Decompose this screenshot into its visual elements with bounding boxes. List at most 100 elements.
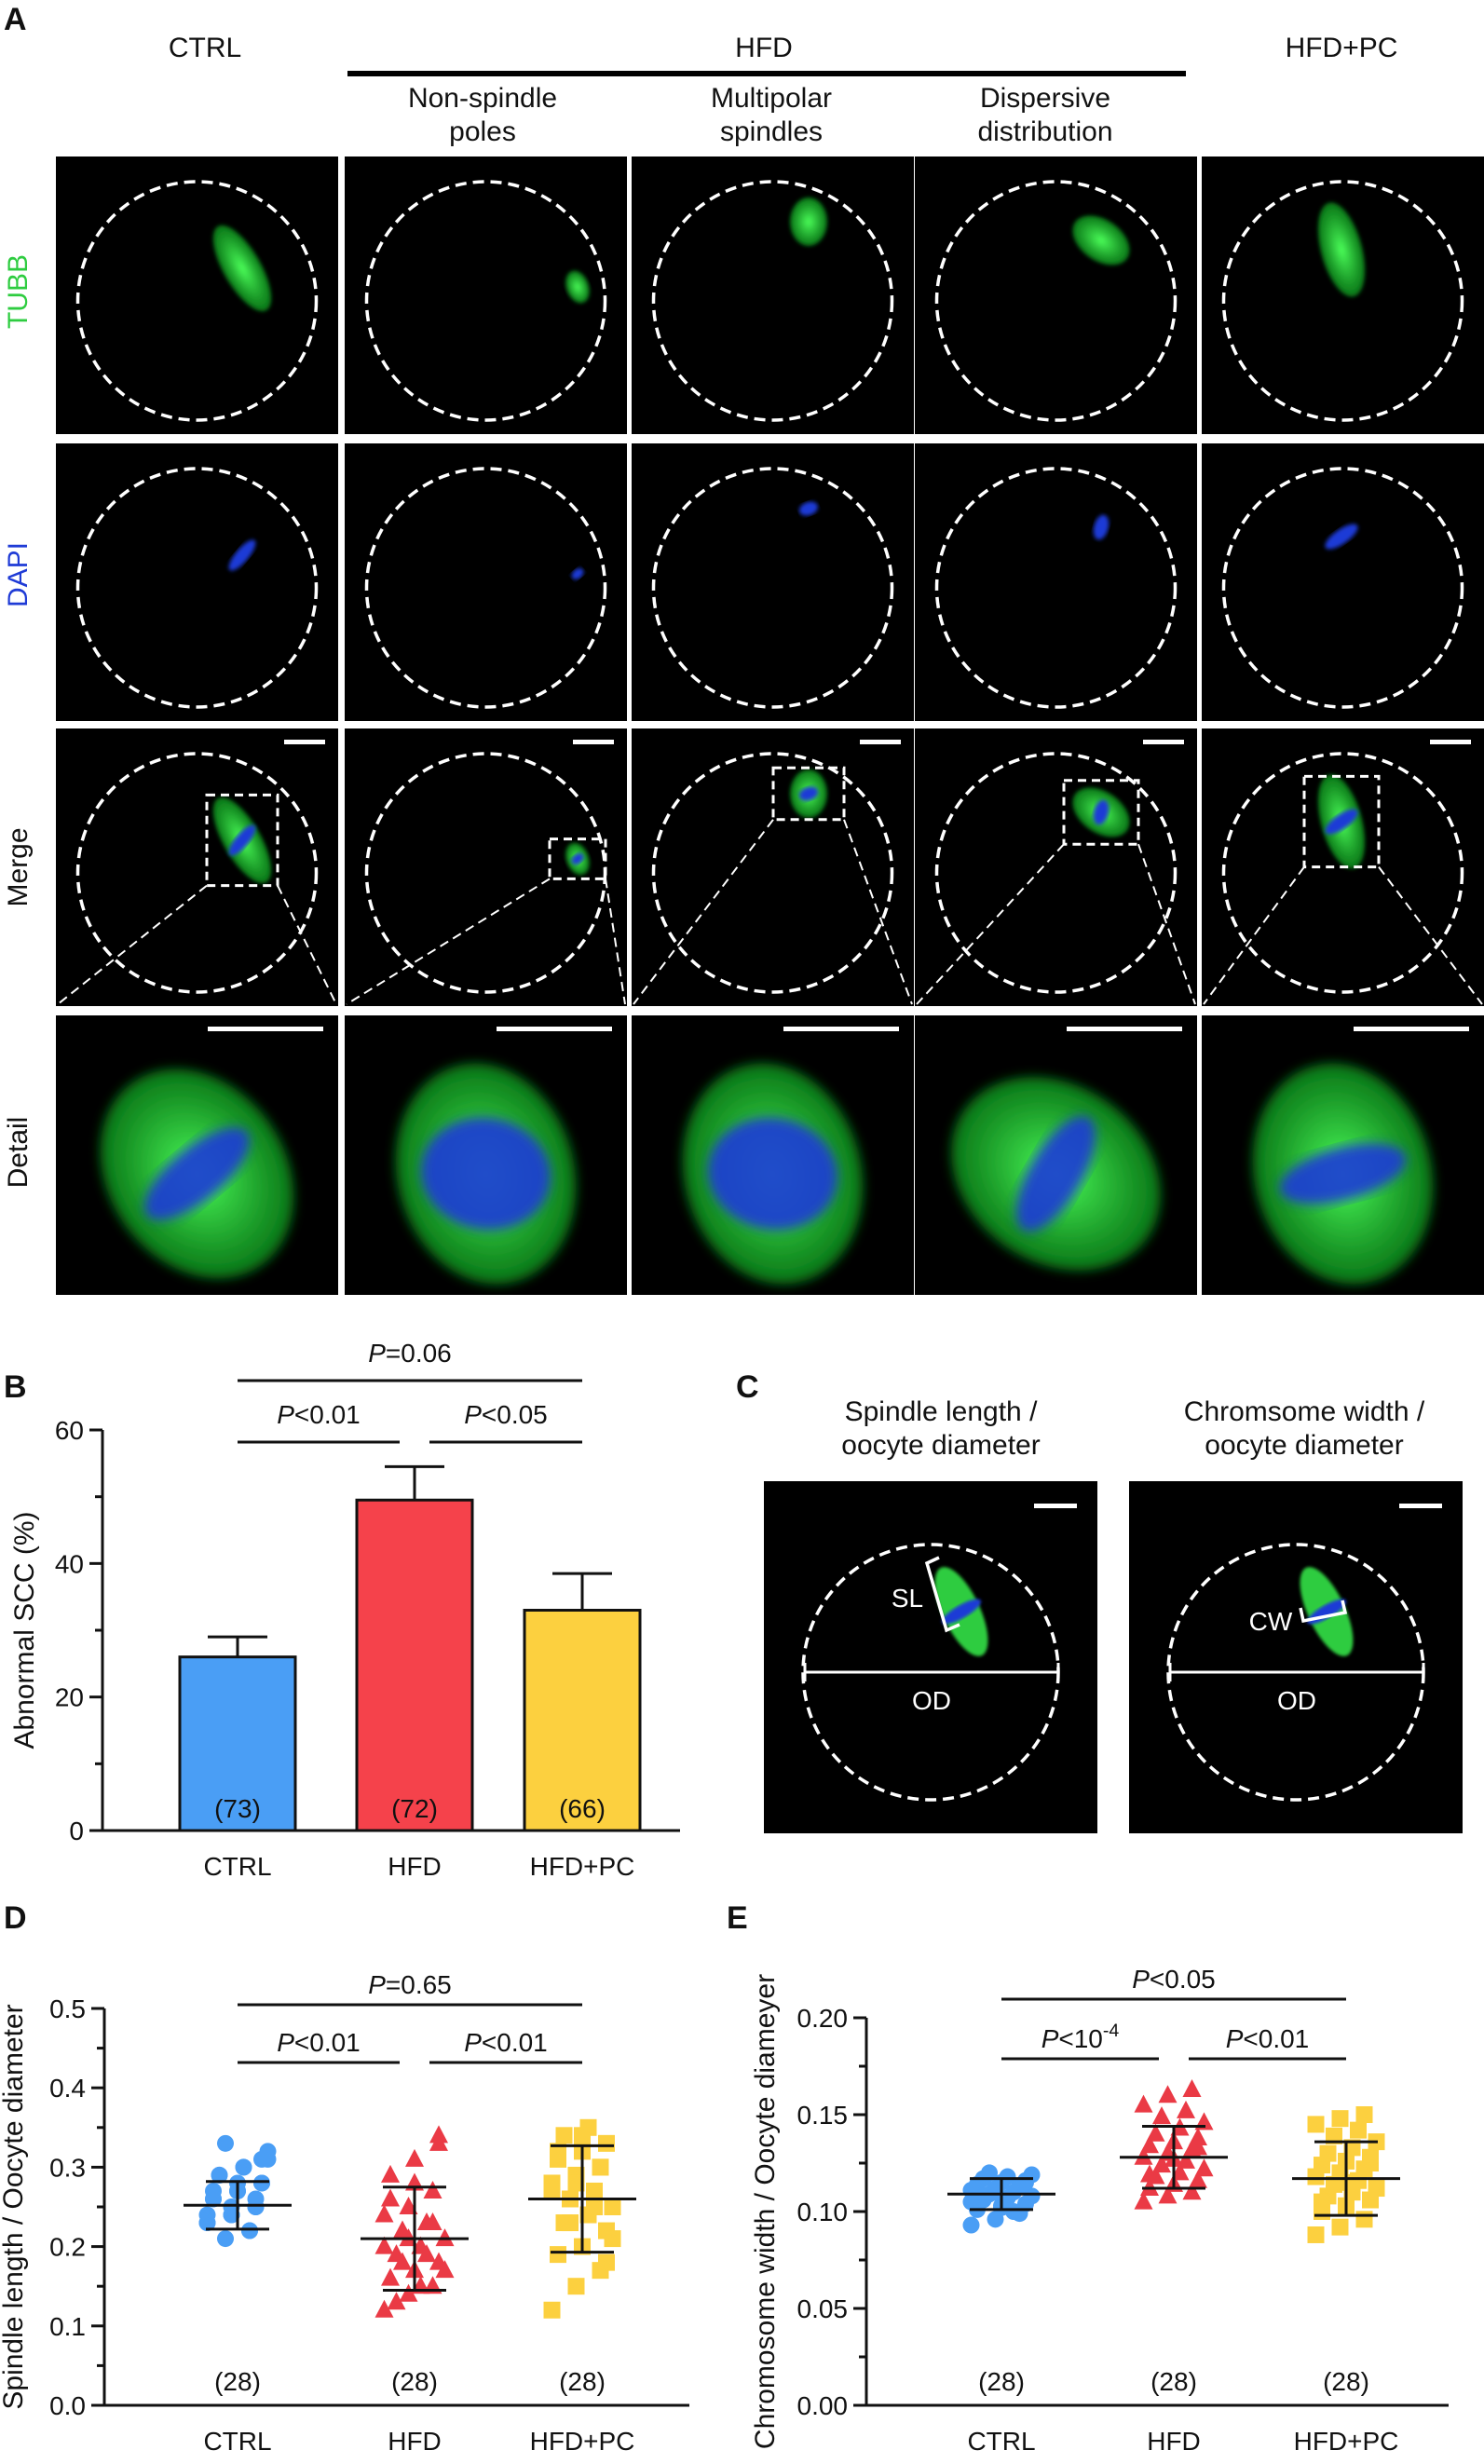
zoom-line-left [633, 819, 774, 1005]
chromosome-dapi-signal [798, 786, 819, 801]
subgroup-label-1: Non-spindle poles [407, 83, 558, 147]
panel-b-label: B [4, 1369, 27, 1405]
data-point [1140, 2164, 1159, 2183]
group-ctrl-label: CTRL [168, 33, 242, 63]
data-point [423, 2180, 442, 2199]
y-tick-label: 0.3 [49, 2153, 86, 2182]
group-count-label: (28) [1323, 2367, 1369, 2396]
oocyte-outline [75, 467, 319, 709]
comparison-p-value: P<0.01 [1226, 2024, 1310, 2053]
panel-a-label: A [4, 2, 27, 37]
data-point [1189, 2127, 1207, 2145]
panel-c-title-1: Spindle length / oocyte diameter [841, 1396, 1041, 1461]
zoom-line-left [57, 884, 208, 1005]
oocyte-outline [651, 467, 894, 709]
data-point [1140, 2135, 1159, 2154]
panel-b-bar-chart: 0 20 40 60 Abnormal SCC (%) (73) CTRL (72) HFD (6… [9, 1339, 680, 1881]
detail-dapi-signal [1279, 1143, 1407, 1205]
scale-bar [860, 740, 901, 744]
scale-bar [1067, 1027, 1182, 1031]
y-tick-label: 0.1 [49, 2312, 86, 2341]
y-tick-label: 0.20 [797, 2004, 849, 2033]
scale-bar [783, 1027, 899, 1031]
image-background [915, 728, 1197, 1006]
data-point [604, 2199, 621, 2215]
data-point [1194, 2158, 1214, 2177]
data-point [1189, 2170, 1207, 2188]
data-point [1368, 2180, 1385, 2198]
x-tick-label: HFD+PC [530, 1852, 635, 1881]
comparison-p-value: P<0.05 [464, 1400, 548, 1429]
data-point [253, 2150, 270, 2168]
data-point [562, 2214, 579, 2232]
image-panel-r3-c3 [632, 728, 914, 1006]
oocyte-outline [651, 180, 894, 422]
chromosome-dapi-signal [228, 539, 256, 571]
comparison-p-value: P<0.01 [464, 2028, 548, 2057]
data-point [417, 2244, 436, 2263]
image-background [56, 728, 338, 1006]
data-point [247, 2190, 265, 2208]
image-background [632, 157, 914, 434]
y-tick-label: 0.0 [49, 2391, 86, 2420]
bar-count-label: (66) [559, 1794, 606, 1823]
image-panel-r4-c3 [632, 1015, 914, 1295]
data-point [1182, 2182, 1202, 2200]
x-tick-label: HFD [388, 2427, 442, 2456]
oocyte-outline [934, 467, 1178, 709]
image-background [915, 157, 1197, 434]
x-tick-label: HFD [1147, 2427, 1201, 2456]
chromosome-dapi-signal [1093, 799, 1110, 825]
data-point [1134, 2094, 1153, 2113]
scale-bar [497, 1027, 612, 1031]
data-point [387, 2292, 406, 2310]
y-tick-label: 0.15 [797, 2101, 849, 2130]
data-point [1189, 2137, 1207, 2156]
bar-hfd [355, 1498, 474, 1832]
data-point [1331, 2218, 1349, 2236]
image-panel-r1-c3 [632, 157, 914, 434]
y-tick-label: 0.00 [797, 2391, 849, 2420]
data-point [1362, 2155, 1379, 2171]
scale-bar [1430, 740, 1471, 744]
image-background [1129, 1481, 1463, 1833]
data-point [1158, 2185, 1178, 2204]
data-point [555, 2127, 573, 2144]
image-panel-r1-c5 [1202, 157, 1484, 434]
data-point [374, 2236, 394, 2254]
data-point [1017, 2173, 1034, 2191]
measurement-image-1: OD SL [764, 1481, 1097, 1833]
sl-label: SL [892, 1584, 923, 1613]
detail-dapi-signal [420, 1117, 551, 1231]
data-point [381, 2267, 400, 2286]
data-point [1182, 2078, 1202, 2097]
subgroup-label-3: Dispersive distribution [977, 83, 1113, 147]
image-background [1202, 443, 1484, 721]
image-panel-r4-c1 [56, 1015, 338, 1295]
spindle-tubb-signal [212, 225, 272, 312]
oocyte-outline [1221, 467, 1464, 709]
comparison-p-value: P<0.05 [1132, 1965, 1216, 1994]
panel-e-label: E [727, 1900, 748, 1936]
data-point [543, 2301, 561, 2319]
detail-dapi-signal [707, 1117, 838, 1231]
panel-c-title-2: Chromsome width / oocyte diameter [1183, 1396, 1425, 1461]
data-point [1343, 2139, 1361, 2157]
y-tick-label: 20 [55, 1683, 84, 1712]
group-count-label: (28) [1150, 2367, 1197, 2396]
oocyte-outline [1221, 180, 1464, 422]
chromosome-dapi-signal [1325, 524, 1358, 550]
od-label: OD [1277, 1686, 1316, 1715]
image-panel-r1-c4 [915, 157, 1197, 434]
data-point [1307, 2116, 1325, 2133]
image-background [915, 443, 1197, 721]
data-point [1146, 2123, 1165, 2142]
hfd-group-bar [347, 71, 1186, 76]
oocyte-outline [75, 752, 319, 994]
data-point [1152, 2155, 1171, 2173]
group-count-label: (28) [559, 2367, 606, 2396]
chromosome-dapi-signal [571, 852, 584, 865]
image-panel-r4-c5 [1202, 1015, 1484, 1295]
group-count-label: (28) [214, 2367, 261, 2396]
data-point [235, 2158, 252, 2176]
